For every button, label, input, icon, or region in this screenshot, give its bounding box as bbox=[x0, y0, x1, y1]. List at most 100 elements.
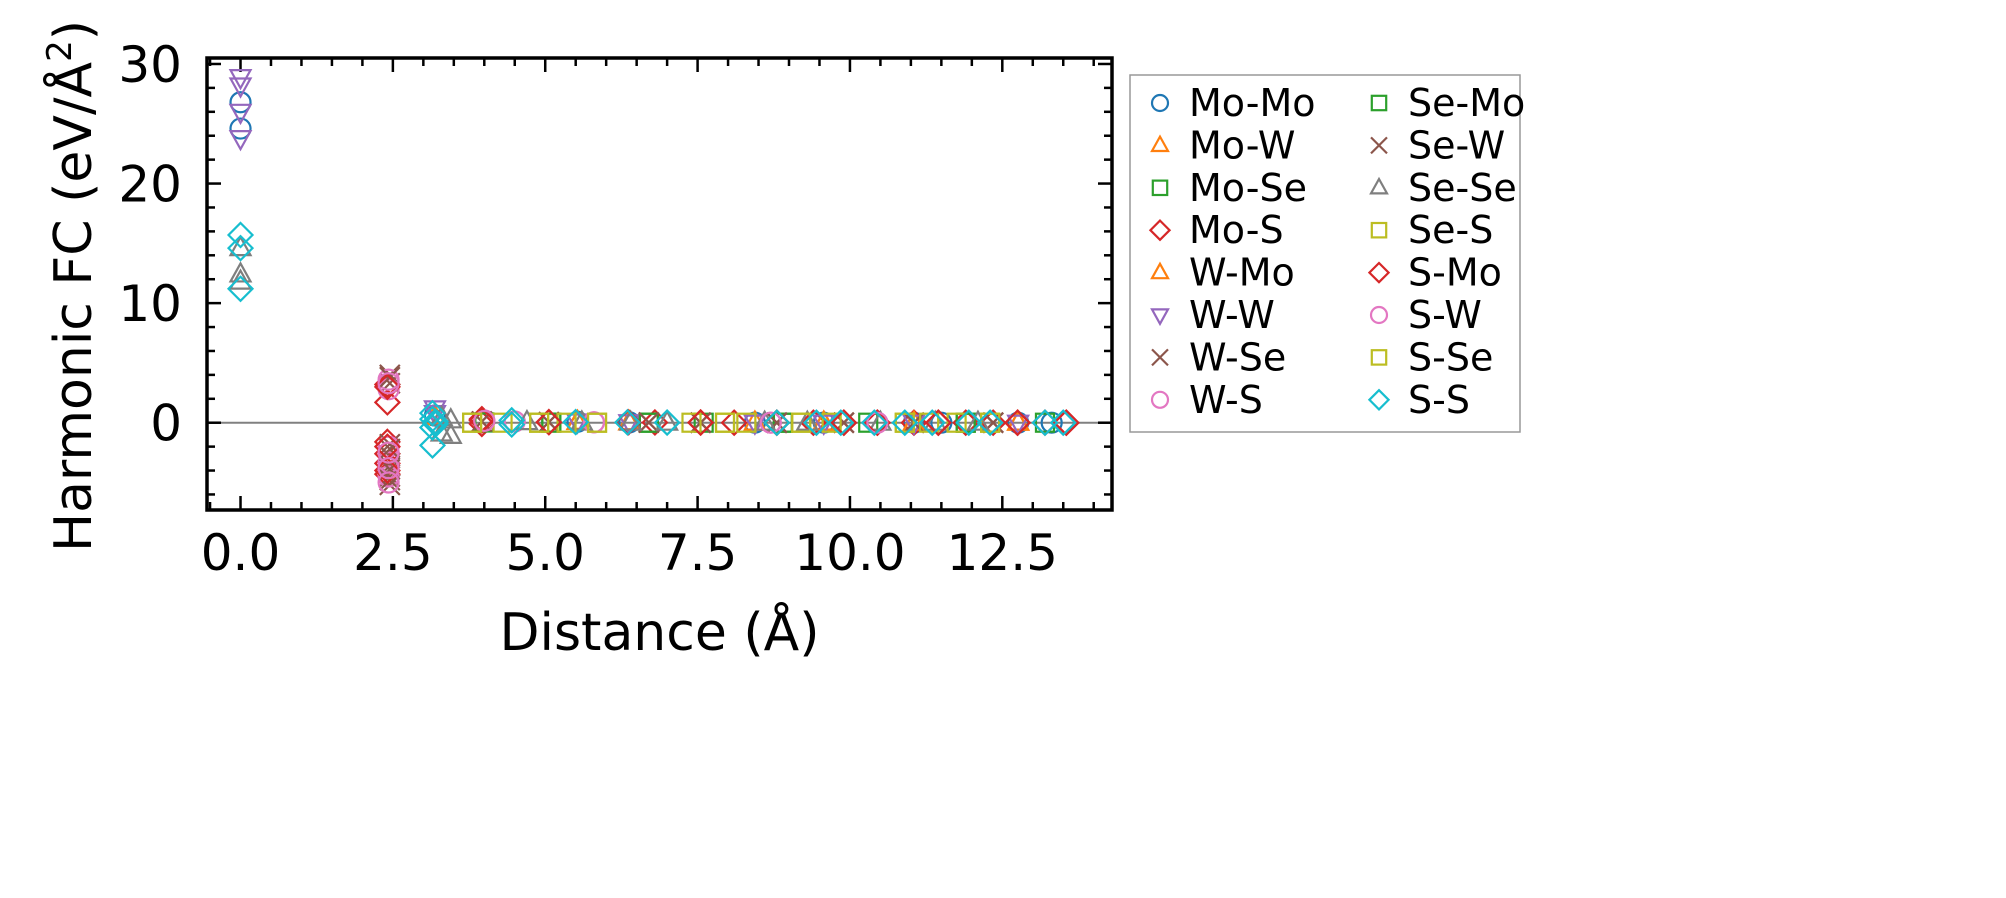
data-point bbox=[377, 465, 400, 488]
data-point bbox=[377, 457, 400, 480]
data-point bbox=[923, 409, 948, 431]
data-point bbox=[421, 410, 450, 438]
data-point bbox=[556, 412, 577, 433]
data-point bbox=[966, 409, 990, 431]
data-point bbox=[226, 275, 255, 303]
y-tick-label: 20 bbox=[118, 156, 182, 214]
data-point bbox=[529, 412, 550, 433]
data-point bbox=[894, 412, 915, 433]
legend-label: Mo-W bbox=[1189, 123, 1296, 167]
legend-marker bbox=[1151, 348, 1169, 367]
data-point bbox=[377, 441, 400, 464]
legend-label: S-Se bbox=[1408, 335, 1493, 379]
data-point bbox=[946, 412, 967, 433]
x-tick-label: 7.5 bbox=[658, 524, 738, 582]
data-point bbox=[418, 431, 447, 459]
data-points bbox=[226, 69, 1080, 496]
legend-label: S-S bbox=[1408, 378, 1470, 422]
data-point bbox=[858, 412, 879, 433]
y-tick-label: 30 bbox=[118, 36, 182, 94]
legend-frame bbox=[1129, 74, 1521, 433]
data-point bbox=[860, 409, 888, 437]
data-point bbox=[924, 409, 952, 437]
data-point bbox=[228, 130, 253, 152]
tick-labels: 0.0 2.5 5.0 7.5 10.0 12.5 0 10 20 30 bbox=[118, 36, 1058, 582]
y-axis-title-end: ) bbox=[44, 20, 104, 40]
legend-label: W-W bbox=[1189, 293, 1275, 337]
data-point bbox=[228, 103, 253, 126]
data-point bbox=[720, 409, 748, 437]
x-axis-title: Distance (Å) bbox=[499, 601, 819, 663]
y-tick-label: 0 bbox=[150, 395, 182, 453]
x-tick-label: 2.5 bbox=[353, 524, 433, 582]
series-s-s bbox=[226, 221, 1077, 459]
legend-label: Se-Se bbox=[1408, 166, 1517, 210]
data-point bbox=[763, 409, 791, 437]
data-point bbox=[562, 408, 590, 436]
x-tick-label: 5.0 bbox=[505, 524, 585, 582]
data-point bbox=[377, 471, 400, 494]
y-axis-title-superscript: 2 bbox=[40, 40, 80, 62]
data-point bbox=[795, 409, 820, 431]
legend-marker bbox=[1150, 93, 1170, 113]
data-point bbox=[891, 409, 919, 437]
data-point bbox=[228, 268, 253, 290]
data-point bbox=[1052, 409, 1080, 437]
data-point bbox=[653, 409, 681, 437]
x-tick-label: 0.0 bbox=[201, 524, 281, 582]
legend-marker bbox=[1369, 176, 1389, 195]
legend-marker bbox=[1150, 308, 1170, 327]
data-point bbox=[498, 406, 526, 434]
data-point bbox=[638, 411, 660, 434]
x-tick-label: 12.5 bbox=[947, 524, 1058, 582]
legend-label: Se-W bbox=[1408, 123, 1505, 167]
data-point bbox=[976, 409, 1004, 437]
data-point bbox=[759, 411, 782, 434]
legend-marker bbox=[1370, 136, 1388, 155]
data-point bbox=[979, 409, 1007, 437]
data-point bbox=[1049, 409, 1077, 437]
legend-marker bbox=[1151, 179, 1169, 197]
data-point bbox=[498, 410, 526, 439]
legend-label: Se-S bbox=[1408, 208, 1493, 252]
x-tick-label: 10.0 bbox=[794, 524, 905, 582]
legend-marker bbox=[1367, 261, 1391, 284]
legend-label: W-Se bbox=[1189, 335, 1286, 379]
data-point bbox=[687, 409, 715, 437]
legend-label: Se-Mo bbox=[1408, 81, 1525, 125]
data-point bbox=[228, 234, 253, 257]
data-point bbox=[681, 412, 702, 433]
y-axis-title: Harmonic FC (eV/Å2) bbox=[40, 20, 104, 552]
legend-label: W-Mo bbox=[1189, 251, 1295, 295]
plot-area-frame bbox=[205, 56, 1114, 512]
data-point bbox=[229, 117, 252, 140]
legend-label: Mo-Mo bbox=[1189, 81, 1316, 125]
data-point bbox=[791, 412, 812, 433]
legend-label: S-W bbox=[1408, 293, 1482, 337]
legend-marker bbox=[1369, 305, 1389, 325]
y-tick-label: 10 bbox=[118, 275, 182, 333]
data-point bbox=[373, 388, 401, 416]
legend: Mo-MoMo-WMo-SeMo-SW-MoW-WW-SeW-SSe-MoSe-… bbox=[1129, 74, 1525, 433]
data-point bbox=[955, 409, 983, 437]
data-point bbox=[618, 409, 643, 431]
data-point bbox=[226, 221, 255, 249]
data-point bbox=[377, 372, 400, 395]
legend-marker bbox=[1367, 388, 1391, 411]
data-point bbox=[229, 91, 252, 114]
data-point bbox=[418, 399, 447, 427]
data-point bbox=[565, 413, 590, 435]
data-point bbox=[802, 409, 830, 437]
data-point bbox=[1031, 409, 1059, 437]
data-point bbox=[1003, 409, 1032, 437]
data-point bbox=[827, 409, 855, 437]
data-point bbox=[655, 409, 679, 431]
data-point bbox=[421, 407, 450, 436]
data-point bbox=[1006, 414, 1031, 436]
data-point bbox=[535, 408, 563, 436]
legend-label: Mo-S bbox=[1189, 208, 1284, 252]
legend-marker bbox=[1370, 221, 1388, 239]
data-point bbox=[226, 234, 255, 262]
data-point bbox=[821, 412, 842, 433]
